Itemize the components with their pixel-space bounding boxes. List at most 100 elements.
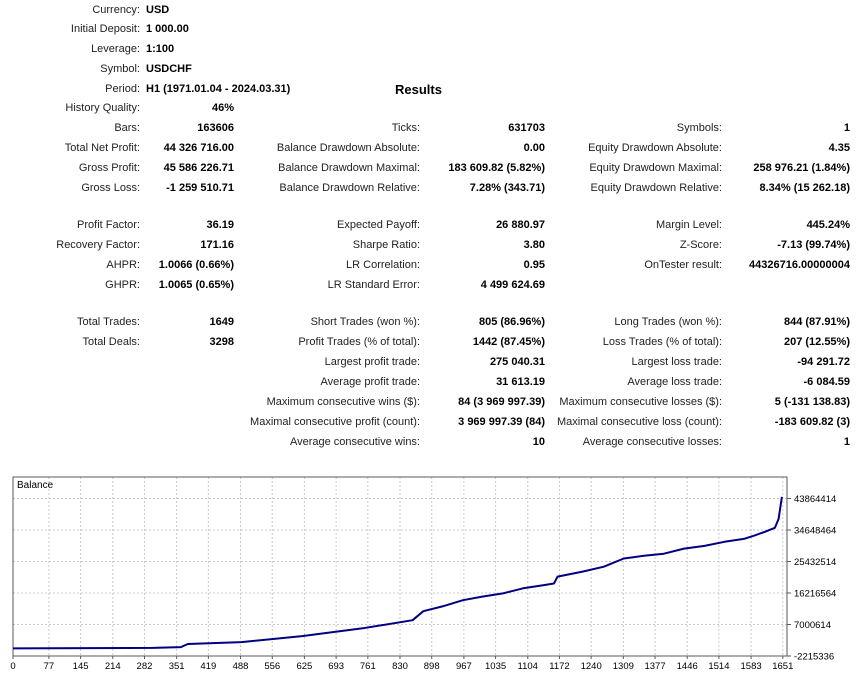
y-tick-label: 7000614 bbox=[794, 620, 831, 631]
stat-value: 44 326 716.00 bbox=[163, 142, 234, 154]
stat-label: LR Standard Error: bbox=[327, 279, 420, 291]
stat-value: 207 (12.55%) bbox=[783, 336, 850, 348]
stat-label: GHPR: bbox=[105, 279, 140, 291]
stat-value: 1 bbox=[843, 436, 850, 448]
stat-value: -6 084.59 bbox=[803, 376, 850, 388]
stat-value: 805 (86.96%) bbox=[478, 316, 545, 328]
stat-value: 1 bbox=[843, 122, 850, 134]
stat-value: 0.00 bbox=[523, 142, 545, 154]
stat-label: Balance Drawdown Relative: bbox=[279, 182, 420, 194]
x-tick-label: 77 bbox=[44, 661, 55, 672]
stat-value: -1 259 510.71 bbox=[166, 182, 234, 194]
x-tick-label: 693 bbox=[328, 661, 344, 672]
stat-value: 36.19 bbox=[206, 219, 234, 231]
stat-value: 631703 bbox=[508, 122, 545, 134]
stat-value: 26 880.97 bbox=[496, 219, 545, 231]
stat-label: Loss Trades (% of total): bbox=[602, 336, 722, 348]
stat-value: 10 bbox=[532, 436, 545, 448]
stat-label: Short Trades (won %): bbox=[310, 316, 420, 328]
x-tick-label: 488 bbox=[233, 661, 249, 672]
stat-value: 1.0065 (0.65%) bbox=[158, 279, 234, 291]
stat-value: H1 (1971.01.04 - 2024.03.31) bbox=[146, 82, 291, 95]
stat-value: 275 040.31 bbox=[489, 356, 545, 368]
x-tick-label: 0 bbox=[10, 661, 15, 672]
stat-label: Total Deals: bbox=[82, 336, 140, 348]
x-tick-label: 967 bbox=[456, 661, 472, 672]
x-tick-label: 761 bbox=[360, 661, 376, 672]
x-tick-label: 351 bbox=[169, 661, 185, 672]
stat-label: Maximal consecutive loss (count): bbox=[556, 416, 722, 428]
stat-value: 3.80 bbox=[523, 239, 545, 251]
stat-value: 1:100 bbox=[146, 43, 175, 55]
stat-label: AHPR: bbox=[106, 259, 140, 271]
stat-value: 4 499 624.69 bbox=[480, 279, 545, 291]
x-tick-label: 556 bbox=[264, 661, 280, 672]
stat-label: Average loss trade: bbox=[627, 376, 722, 388]
stat-value: -183 609.82 (3) bbox=[774, 416, 850, 428]
stat-label: OnTester result: bbox=[644, 259, 722, 271]
stat-value: 4.35 bbox=[828, 142, 850, 154]
stat-label: Equity Drawdown Relative: bbox=[590, 182, 722, 194]
x-tick-label: 1172 bbox=[549, 661, 569, 672]
stat-label: Sharpe Ratio: bbox=[352, 239, 420, 251]
stat-value: 3298 bbox=[209, 336, 234, 348]
stat-label: Bars: bbox=[114, 122, 140, 134]
stat-value: USD bbox=[146, 3, 170, 16]
stat-label: Currency: bbox=[92, 3, 140, 16]
stat-label: Average consecutive losses: bbox=[582, 436, 722, 448]
x-tick-label: 1583 bbox=[741, 661, 762, 672]
y-tick-label: -2215336 bbox=[794, 652, 834, 663]
results-title: Results bbox=[395, 82, 442, 97]
stat-value: 46% bbox=[211, 102, 234, 114]
stat-value: 171.16 bbox=[200, 239, 234, 251]
stat-label: Initial Deposit: bbox=[70, 23, 140, 35]
stat-label: Long Trades (won %): bbox=[614, 316, 722, 328]
y-tick-label: 34648464 bbox=[794, 525, 836, 536]
plot-border bbox=[12, 476, 788, 657]
stat-value: 45 586 226.71 bbox=[163, 162, 234, 174]
x-tick-label: 1104 bbox=[518, 661, 538, 672]
x-tick-label: 1309 bbox=[613, 661, 634, 672]
x-tick-label: 1377 bbox=[644, 661, 665, 672]
x-tick-label: 282 bbox=[137, 661, 153, 672]
x-tick-label: 898 bbox=[424, 661, 440, 672]
stat-label: Symbol: bbox=[100, 63, 140, 75]
stat-value: 31 613.19 bbox=[496, 376, 545, 388]
stat-label: Margin Level: bbox=[655, 219, 722, 231]
stat-label: Z-Score: bbox=[679, 239, 722, 251]
stat-label: Total Net Profit: bbox=[64, 142, 140, 154]
stat-label: Gross Loss: bbox=[81, 182, 140, 194]
x-tick-label: 1651 bbox=[772, 661, 793, 672]
stat-value: 183 609.82 (5.82%) bbox=[448, 162, 545, 174]
y-tick-label: 25432514 bbox=[794, 557, 836, 568]
balance-chart: 0 77 145 214 282 351 419 488 556 625 693 761 830 898 9… bbox=[0, 470, 865, 678]
stat-value: -94 291.72 bbox=[797, 356, 850, 368]
stat-value: 3 969 997.39 (84) bbox=[458, 416, 545, 428]
stat-label: Profit Factor: bbox=[77, 219, 140, 231]
balance-chart-svg: 0 77 145 214 282 351 419 488 556 625 693 761 830 898 9… bbox=[10, 476, 836, 672]
balance-line bbox=[12, 496, 783, 650]
x-tick-label: 1035 bbox=[485, 661, 506, 672]
stat-label: Average profit trade: bbox=[320, 376, 420, 388]
x-tick-label: 830 bbox=[392, 661, 408, 672]
stat-value: 1 000.00 bbox=[146, 23, 189, 35]
y-tick-label: 43864414 bbox=[794, 494, 836, 505]
x-tick-label: 1514 bbox=[708, 661, 729, 672]
x-tick-label: 625 bbox=[296, 661, 312, 672]
stat-label: Profit Trades (% of total): bbox=[298, 336, 420, 348]
x-tick-label: 1446 bbox=[677, 661, 698, 672]
stat-label: LR Correlation: bbox=[346, 259, 420, 271]
stat-value: 1.0066 (0.66%) bbox=[158, 259, 234, 271]
stat-value: USDCHF bbox=[146, 63, 192, 75]
stat-label: Maximum consecutive losses ($): bbox=[559, 396, 722, 408]
stat-label: Expected Payoff: bbox=[337, 219, 420, 231]
stat-label: Maximal consecutive profit (count): bbox=[250, 416, 420, 428]
y-tick-label: 16216564 bbox=[794, 588, 836, 599]
stat-value: 5 (-131 138.83) bbox=[774, 396, 850, 408]
stat-label: Balance Drawdown Absolute: bbox=[276, 142, 420, 154]
stat-label: Ticks: bbox=[391, 122, 420, 134]
x-tick-label: 1240 bbox=[581, 661, 602, 672]
stat-value: 445.24% bbox=[806, 219, 850, 231]
stat-label: Equity Drawdown Absolute: bbox=[588, 142, 722, 154]
